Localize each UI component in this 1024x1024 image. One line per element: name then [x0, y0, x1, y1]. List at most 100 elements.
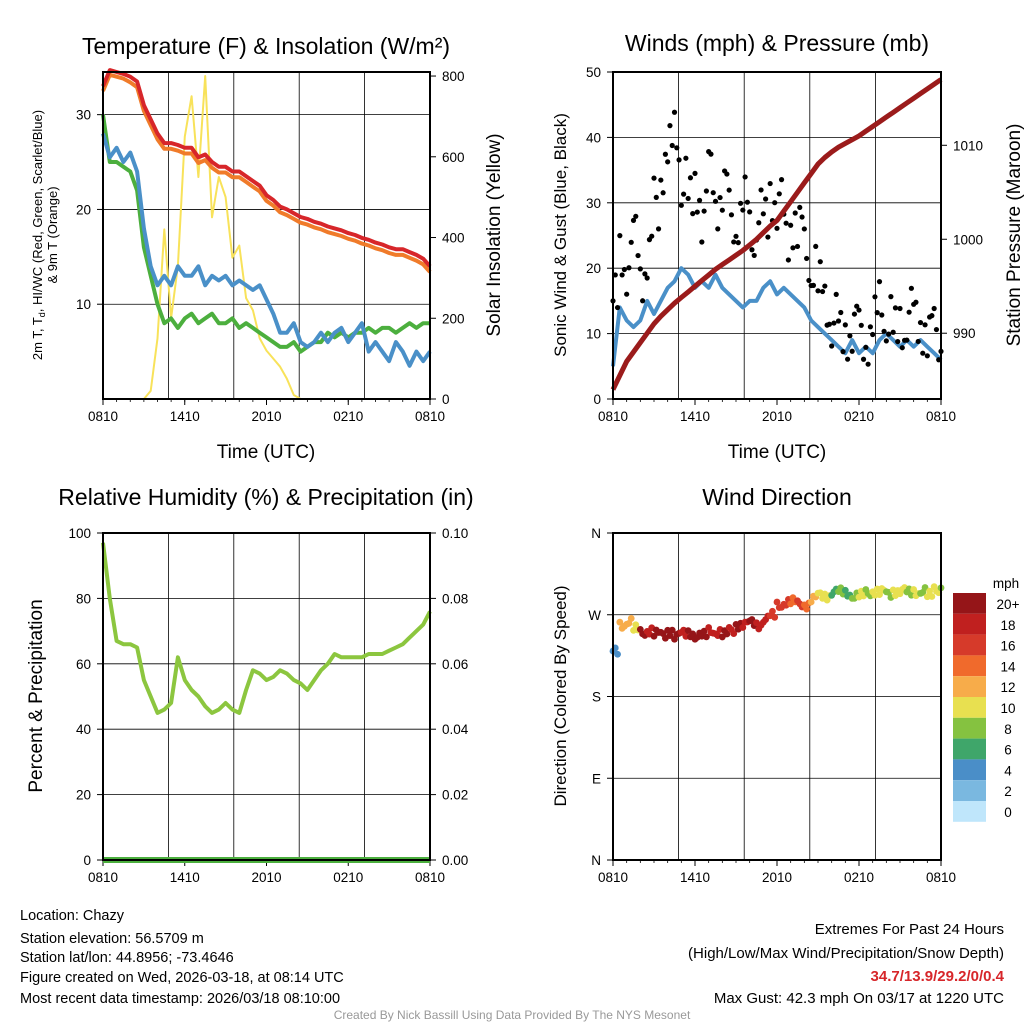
- gust-point: [662, 151, 668, 157]
- series-station-pressure: [610, 77, 943, 391]
- gust-point: [833, 291, 839, 297]
- wind-y-label-left: Sonic Wind & Gust (Blue, Black): [551, 113, 570, 357]
- gust-point: [858, 322, 864, 328]
- x-tick-label: 0810: [926, 870, 956, 885]
- y-tick-label-left: 30: [76, 108, 91, 123]
- x-tick-label: 1410: [170, 409, 200, 424]
- rh-y-label: Percent & Precipitation: [26, 599, 47, 792]
- legend-swatch: [953, 738, 986, 760]
- gust-point: [785, 257, 791, 263]
- gust-point: [621, 266, 627, 273]
- plot-frame: [612, 532, 942, 861]
- gust-point: [694, 209, 700, 215]
- gust-point: [614, 304, 621, 311]
- gust-point: [908, 285, 914, 291]
- x-tick-label: 0210: [333, 409, 363, 424]
- gust-point: [756, 220, 762, 226]
- gust-point: [633, 213, 639, 219]
- legend-swatch: [953, 655, 986, 677]
- y-tick-label-left: 40: [76, 722, 91, 737]
- series-hi-wc: [101, 133, 432, 368]
- wind-x-label: Time (UTC): [728, 442, 827, 463]
- legend-label: 10: [1000, 701, 1015, 716]
- gust-point: [829, 343, 835, 349]
- direction-point: [705, 624, 713, 631]
- y-tick-label-right: 0.02: [442, 788, 468, 803]
- direction-point: [702, 633, 710, 641]
- direction-point: [650, 632, 658, 640]
- gust-point: [715, 226, 721, 232]
- direction-point: [926, 587, 934, 595]
- gust-point: [879, 312, 885, 318]
- direction-point: [921, 584, 929, 591]
- y-tick-label-right: 400: [442, 231, 465, 246]
- gust-point: [737, 200, 744, 206]
- temp-y-label-left: 2m T, Td, HI/WC (Red, Green, Scarlet/Blu…: [30, 110, 47, 360]
- gust-point: [637, 266, 643, 272]
- y-tick-label-right: 1010: [953, 138, 983, 153]
- legend-label: 20+: [997, 597, 1020, 612]
- gust-point: [810, 282, 817, 288]
- legend-label: 6: [1004, 743, 1012, 758]
- gust-point: [735, 240, 741, 246]
- gust-point: [763, 196, 769, 202]
- legend-swatch: [953, 593, 986, 614]
- wind-pressure-panel: 0 10 20 30 40 50 990 1000 1010 0810 1410 2010 0210 08…: [586, 65, 983, 424]
- plot-frame: [102, 71, 431, 400]
- gust-point: [840, 349, 846, 355]
- gust-point: [906, 309, 912, 315]
- legend-label: 18: [1000, 618, 1015, 633]
- gust-point: [681, 191, 687, 197]
- location-text: Location: Chazy: [20, 908, 125, 924]
- gust-point: [667, 123, 673, 129]
- gust-point: [895, 338, 901, 345]
- series-relative-humidity: [101, 542, 432, 715]
- gust-point: [890, 329, 896, 335]
- gust-point: [731, 239, 737, 245]
- temperature-panel: 10 20 30 0 200 400 600 800 0810 1410 2010 0210 0810: [76, 68, 465, 424]
- x-tick-label: 0810: [926, 409, 956, 424]
- elevation-text: Station elevation: 56.5709 m: [20, 931, 204, 947]
- direction-point: [769, 607, 776, 615]
- latlon-text: Station lat/lon: 44.8956; -73.4646: [20, 950, 234, 966]
- y-tick-label-left: 0: [593, 392, 601, 407]
- direction-point: [803, 605, 811, 613]
- gust-point: [819, 288, 826, 295]
- gust-point: [726, 187, 732, 193]
- legend-swatch: [953, 613, 986, 635]
- direction-point: [700, 627, 708, 635]
- gust-point: [886, 331, 892, 337]
- y-tick-label-right: 600: [442, 150, 465, 165]
- gust-point: [712, 198, 719, 204]
- gust-point: [747, 209, 753, 215]
- legend-swatch: [953, 676, 986, 697]
- gust-point: [874, 310, 880, 316]
- direction-point: [666, 632, 674, 640]
- gust-point: [751, 252, 757, 259]
- gust-point: [733, 233, 739, 239]
- gust-point: [842, 322, 848, 328]
- gust-point: [699, 239, 705, 245]
- y-tick-label-right: 800: [442, 69, 465, 84]
- gust-point: [624, 291, 630, 297]
- gust-point: [854, 303, 860, 309]
- y-tick-label-left: 20: [586, 261, 601, 276]
- gust-point: [865, 361, 871, 367]
- series-2m-t: [101, 68, 432, 268]
- legend-label: 0: [1004, 805, 1012, 820]
- gust-point: [628, 239, 634, 245]
- gust-point: [933, 326, 940, 333]
- gust-point: [728, 212, 735, 218]
- x-tick-label: 0810: [88, 409, 118, 424]
- gust-point: [931, 305, 937, 312]
- gust-point: [913, 299, 919, 305]
- direction-point: [723, 630, 731, 638]
- gust-point: [876, 279, 883, 285]
- gust-point: [847, 333, 853, 339]
- gust-point: [794, 243, 801, 250]
- legend-label: 2: [1004, 784, 1012, 799]
- gust-point: [774, 225, 780, 231]
- y-tick-label-right: 200: [442, 311, 465, 326]
- y-tick-label-left: 60: [76, 657, 91, 672]
- recent-data-text: Most recent data timestamp: 2026/03/18 0…: [20, 991, 340, 1007]
